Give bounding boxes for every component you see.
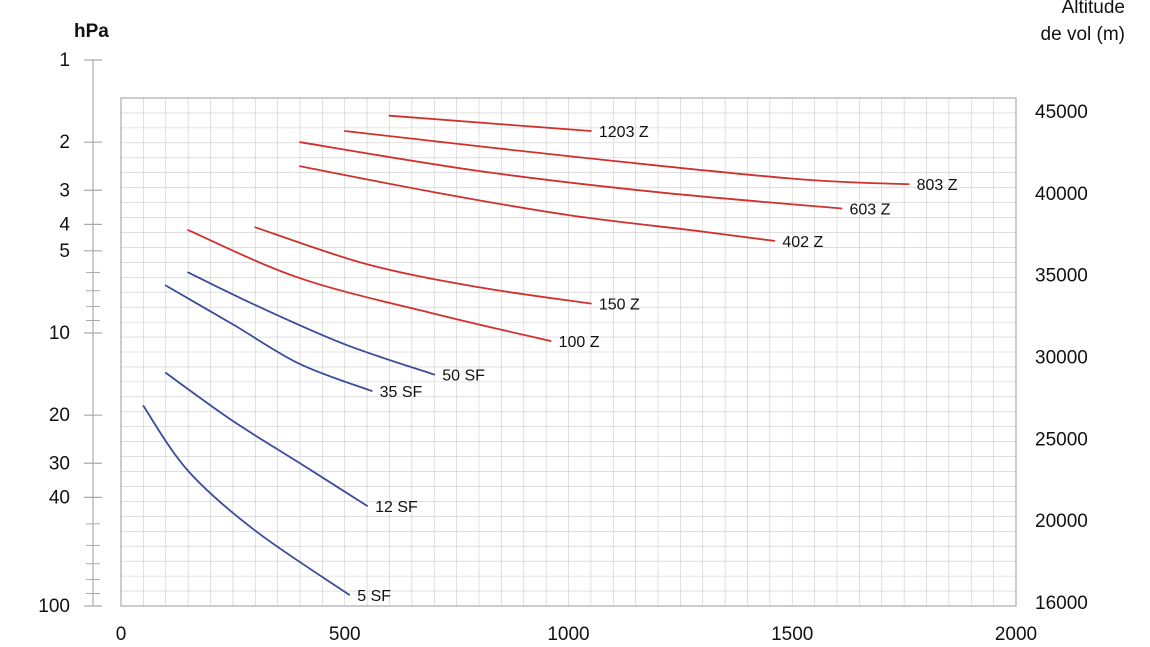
series-label-35-sf: 35 SF	[380, 384, 423, 401]
right-tick-label: 16000	[1035, 593, 1088, 614]
series-label-12-sf: 12 SF	[375, 499, 418, 516]
series-line-100-z	[187, 229, 552, 342]
right-axis-title-line-1: Altitude	[1062, 0, 1125, 18]
series-line-150-z	[254, 226, 592, 305]
x-tick-label: 1500	[771, 624, 813, 645]
left-axis-unit-label: hPa	[74, 21, 109, 42]
series-line-35-sf	[164, 284, 373, 392]
left-tick-label: 5	[59, 241, 70, 262]
left-tick-label: 30	[49, 453, 70, 474]
left-tick-label: 20	[49, 405, 70, 426]
right-tick-label: 45000	[1035, 102, 1088, 123]
series-line-12-sf	[164, 372, 368, 507]
series-label-50-sf: 50 SF	[442, 368, 485, 385]
series-label-803-z: 803 Z	[917, 177, 958, 194]
grid	[121, 98, 1016, 606]
left-tick-label: 40	[49, 487, 70, 508]
series-label-1203-z: 1203 Z	[599, 124, 649, 141]
right-tick-label: 30000	[1035, 348, 1088, 369]
x-tick-label: 2000	[995, 624, 1037, 645]
series-line-1203-z	[388, 114, 592, 132]
plot-frame	[120, 97, 1017, 607]
series-line-402-z	[299, 165, 776, 242]
series-label-402-z: 402 Z	[782, 234, 823, 251]
left-tick-label: 4	[59, 214, 70, 235]
series-label-100-z: 100 Z	[559, 334, 600, 351]
x-tick-label: 0	[116, 624, 127, 645]
right-tick-label: 20000	[1035, 511, 1088, 532]
right-altitude-axis: 45000 40000 35000 30000 25000 20000 16000	[1035, 102, 1088, 614]
series-line-50-sf	[187, 271, 436, 376]
series-line-803-z	[343, 130, 910, 186]
right-tick-label: 40000	[1035, 184, 1088, 205]
series-line-5-sf	[142, 405, 351, 596]
left-tick-label: 1	[59, 50, 70, 71]
x-tick-label: 1000	[547, 624, 589, 645]
x-tick-label: 500	[329, 624, 361, 645]
right-tick-label: 25000	[1035, 429, 1088, 450]
right-tick-label: 35000	[1035, 266, 1088, 287]
left-tick-label: 3	[59, 180, 70, 201]
left-tick-label: 10	[49, 323, 70, 344]
left-pressure-axis: 1 2 3 4 5 10 20 30 40 100	[38, 50, 102, 617]
x-axis: 0 500 1000 1500 2000	[116, 624, 1037, 645]
series-label-150-z: 150 Z	[599, 297, 640, 314]
series-group: 1203 Z 803 Z 603 Z 402 Z 150 Z 100 Z 50 SF 35 S…	[142, 114, 958, 605]
series-label-5-sf: 5 SF	[357, 588, 391, 605]
left-tick-label: 100	[38, 596, 70, 617]
left-tick-label: 2	[59, 132, 70, 153]
series-line-603-z	[299, 141, 843, 210]
right-axis-title-line-2: de vol (m)	[1041, 24, 1125, 45]
series-label-603-z: 603 Z	[849, 202, 890, 219]
